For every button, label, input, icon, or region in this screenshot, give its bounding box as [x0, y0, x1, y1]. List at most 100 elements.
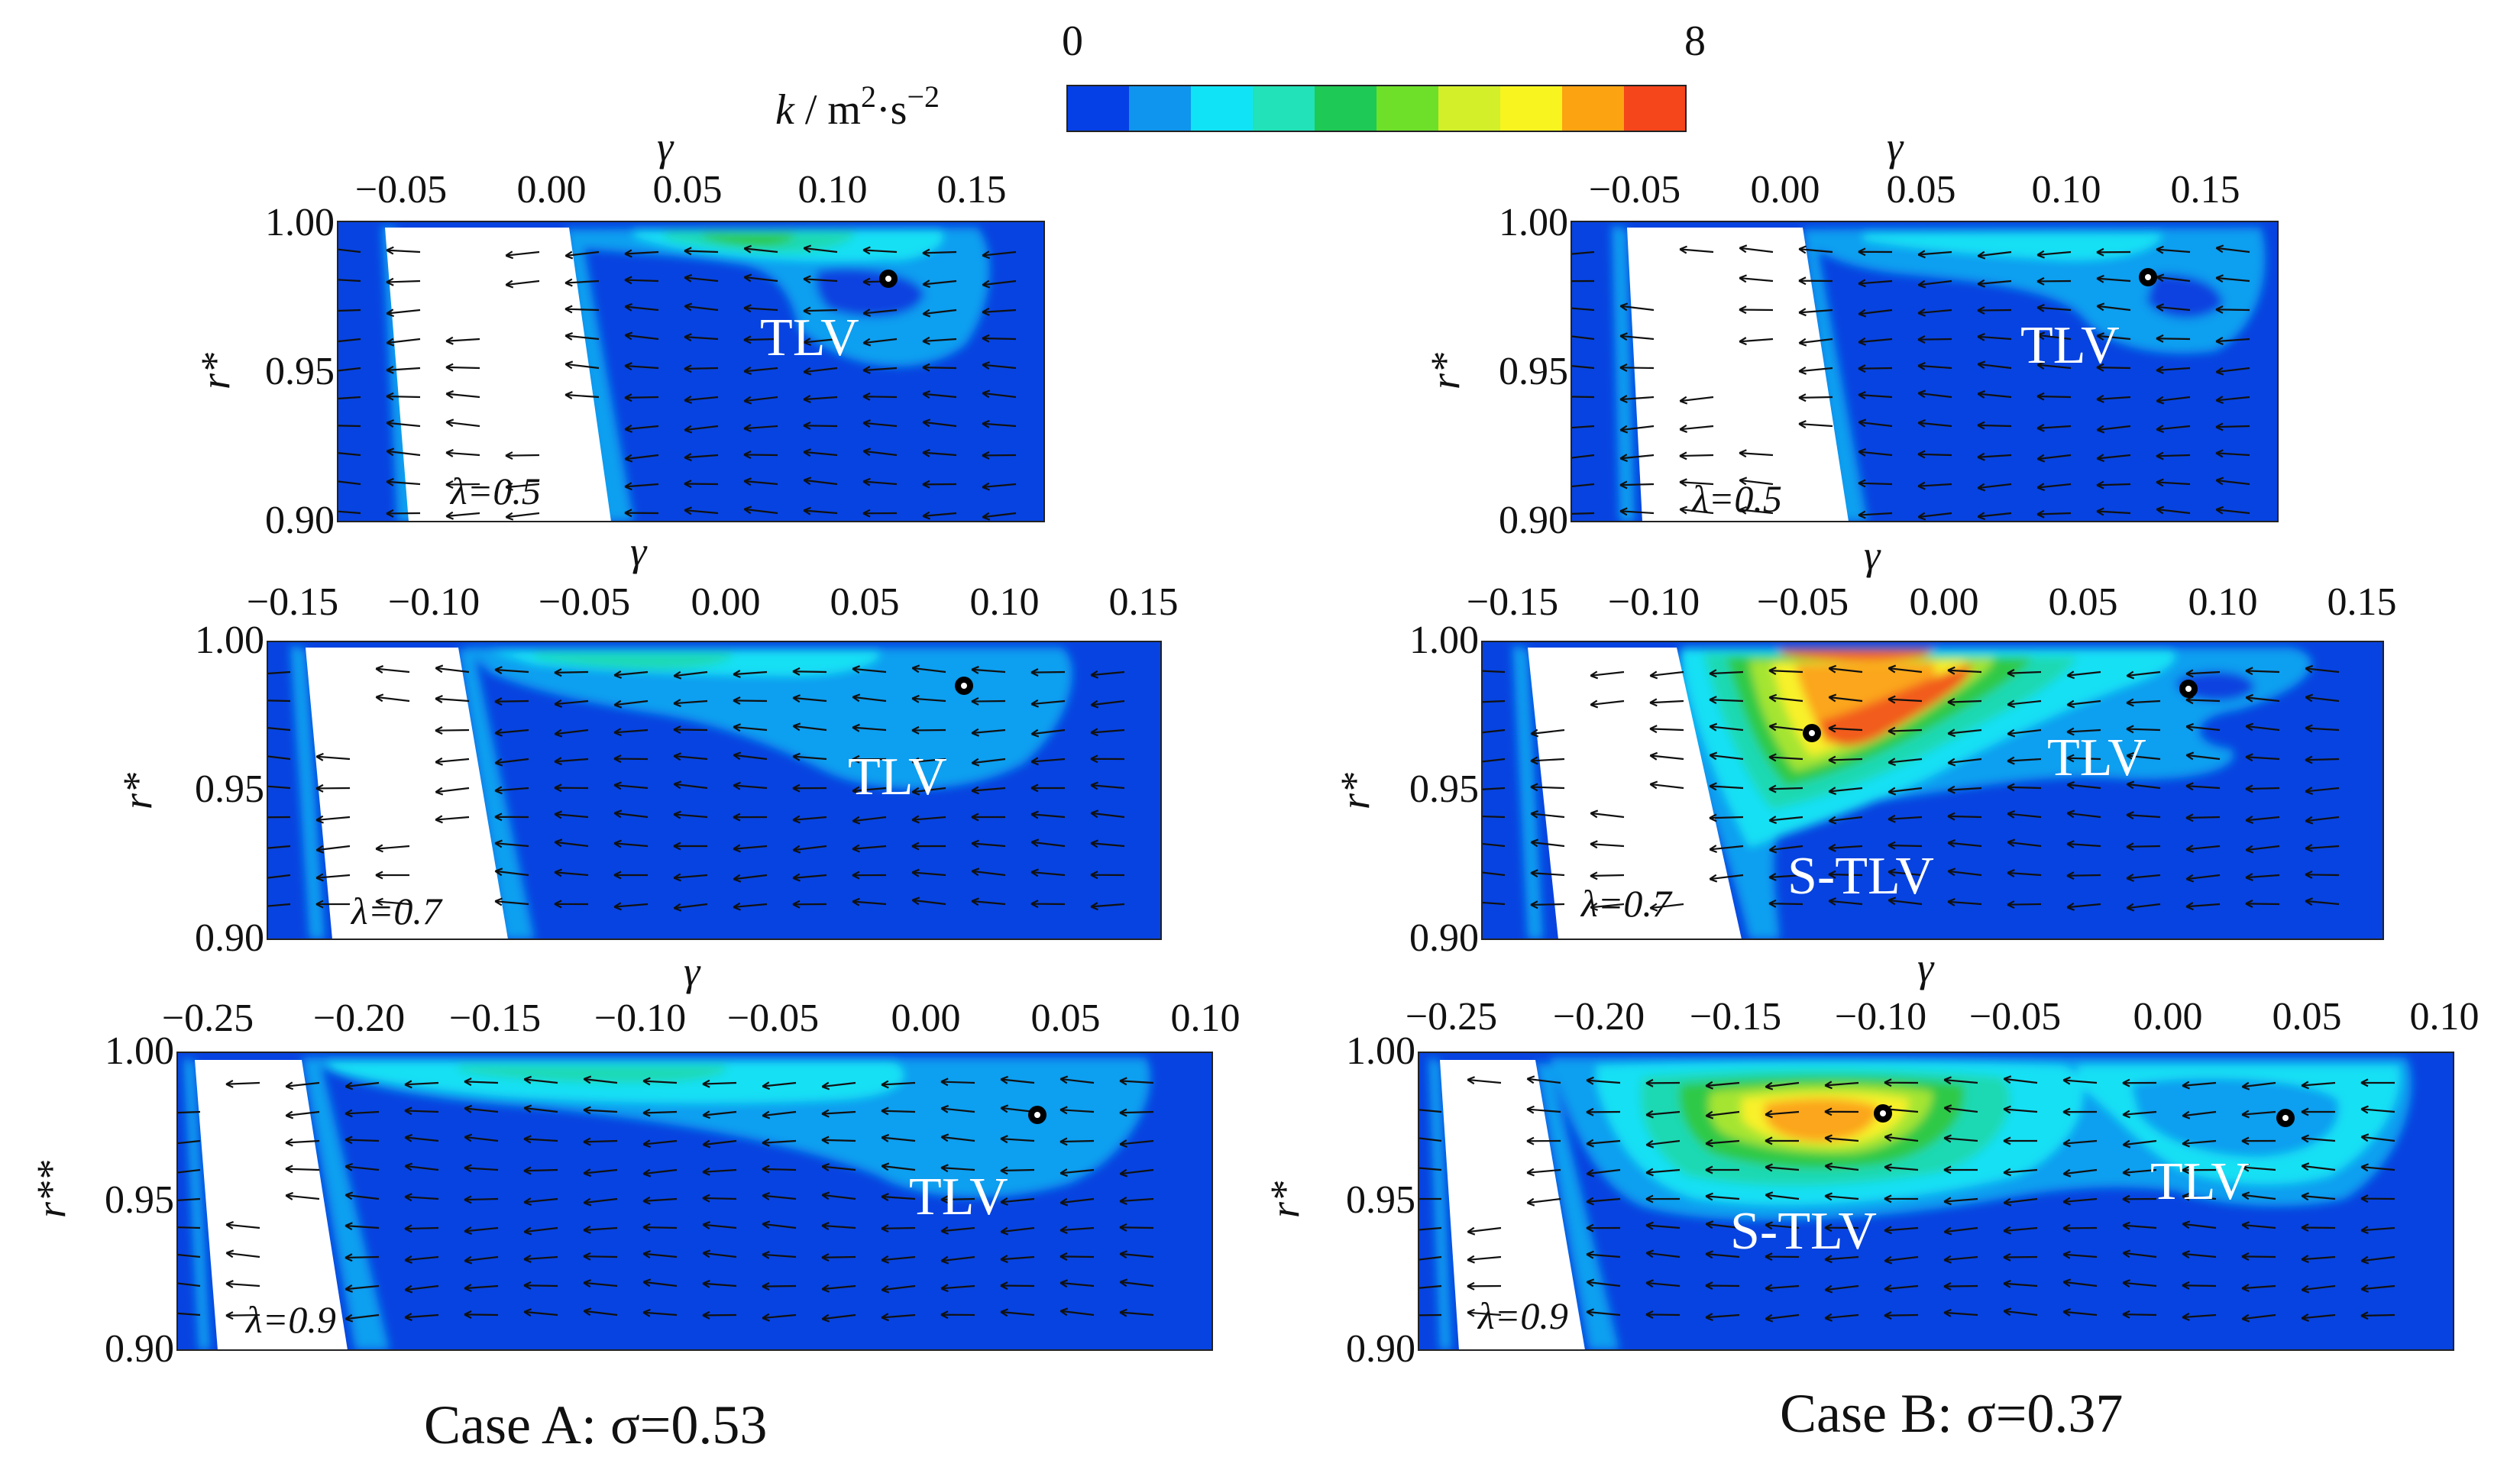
velocity-arrow: [1000, 1135, 1035, 1144]
y-tick-labels: 1.00 0.95 0.90: [1409, 619, 1479, 960]
velocity-arrow: [554, 783, 589, 793]
velocity-arrow: [435, 726, 470, 735]
velocity-arrow: [613, 809, 649, 819]
y-tick: 0.90: [105, 1327, 174, 1371]
velocity-arrow: [464, 1310, 499, 1319]
lambda-label: λ=0.7: [350, 890, 443, 932]
velocity-arrow: [2215, 337, 2250, 345]
panel-case-b-lambda-0-7: TLV S-TLV λ=0.7 γ r* −0.15 −0.10 −0.05 0…: [1332, 532, 2397, 960]
y-tick-labels: 1.00 0.95 0.90: [265, 201, 335, 542]
velocity-arrow: [1586, 1197, 1621, 1206]
velocity-arrow: [1619, 454, 1655, 463]
x-tick: 0.10: [2410, 995, 2480, 1039]
x-tick: 0.15: [1109, 580, 1179, 624]
velocity-arrow: [2126, 811, 2161, 820]
velocity-arrow: [386, 309, 421, 318]
velocity-arrow: [624, 482, 659, 491]
velocity-arrow: [2156, 506, 2191, 515]
velocity-arrow: [821, 1253, 856, 1262]
velocity-arrow: [1059, 1168, 1095, 1177]
velocity-arrow: [564, 331, 600, 341]
r-axis-label: r*: [1262, 1181, 1308, 1218]
velocity-arrow: [2066, 840, 2101, 849]
velocity-arrow: [2062, 1107, 2098, 1116]
velocity-arrow: [684, 453, 719, 462]
velocity-arrow: [862, 419, 898, 428]
x-tick: 0.05: [1031, 997, 1101, 1040]
velocity-arrow: [613, 699, 649, 709]
velocity-arrow: [2182, 1312, 2217, 1321]
velocity-arrow: [2003, 1226, 2038, 1235]
velocity-arrow: [338, 480, 361, 486]
velocity-vectors: [338, 244, 1017, 521]
velocity-arrow: [464, 1284, 499, 1293]
velocity-arrow: [494, 786, 529, 795]
velocity-arrow: [1645, 1279, 1681, 1288]
velocity-arrow: [1419, 1226, 1442, 1231]
velocity-arrow: [702, 1194, 737, 1203]
velocity-arrow: [2036, 276, 2072, 286]
velocity-arrow: [583, 1252, 618, 1261]
velocity-arrow: [2305, 897, 2340, 906]
velocity-arrow: [523, 1135, 558, 1144]
velocity-arrow: [702, 1079, 737, 1088]
velocity-arrow: [1709, 722, 1744, 732]
velocity-arrow: [2126, 698, 2161, 707]
panel-case-a-lambda-0-7: TLV λ=0.7 γ r* −0.15 −0.10 −0.05 0.00 0.…: [115, 528, 1179, 960]
lambda-label: λ=0.9: [1477, 1294, 1568, 1337]
velocity-arrow: [1645, 1139, 1681, 1149]
velocity-arrow: [1884, 1078, 1919, 1087]
velocity-arrow: [1739, 337, 1774, 346]
velocity-arrow: [1798, 308, 1833, 317]
velocity-arrow: [1977, 250, 2012, 260]
velocity-arrow: [1888, 841, 1923, 850]
velocity-arrow: [1090, 902, 1125, 911]
velocity-arrow: [803, 506, 838, 515]
velocity-arrow: [2241, 1081, 2276, 1090]
velocity-arrow: [1824, 1255, 1859, 1264]
tlv-label: TLV: [2150, 1152, 2250, 1211]
velocity-arrow: [1828, 870, 1863, 879]
colorbar-cell: [1129, 86, 1192, 131]
velocity-arrow: [177, 1139, 201, 1145]
velocity-arrow: [911, 868, 946, 877]
colorbar-cell: [1315, 86, 1377, 131]
velocity-arrow: [1884, 1255, 1919, 1265]
y-tick: 1.00: [1346, 1029, 1415, 1073]
velocity-arrow: [225, 1311, 260, 1320]
velocity-arrow: [1824, 1107, 1859, 1116]
velocity-arrow: [852, 844, 887, 853]
velocity-arrow: [1917, 308, 1952, 317]
colorbar-min-label: 0: [1062, 18, 1083, 65]
vortex-core-marker-center: [885, 276, 891, 282]
velocity-arrow: [1482, 842, 1506, 848]
velocity-arrow: [792, 815, 827, 824]
velocity-arrow: [881, 1107, 916, 1116]
velocity-arrow: [971, 786, 1006, 795]
velocity-arrow: [554, 900, 589, 909]
colorbar-cell: [1191, 86, 1254, 131]
velocity-arrow: [2215, 396, 2250, 405]
velocity-arrow: [862, 365, 898, 374]
plot-frame: [176, 1052, 1213, 1351]
velocity-arrow: [523, 1255, 558, 1263]
velocity-arrow: [267, 755, 291, 761]
velocity-arrow: [338, 396, 361, 400]
velocity-arrow: [852, 816, 887, 825]
velocity-arrow: [1943, 1282, 1978, 1291]
velocity-arrow: [743, 335, 778, 344]
velocity-arrow: [177, 1312, 201, 1317]
velocity-arrow: [1828, 897, 1863, 906]
velocity-arrow: [2036, 331, 2072, 341]
velocity-arrow: [940, 1164, 975, 1173]
velocity-arrow: [1467, 1255, 1502, 1264]
velocity-arrow: [564, 360, 600, 370]
colorbar-cell: [1624, 86, 1687, 131]
velocity-arrow: [494, 666, 529, 675]
velocity-arrow: [940, 1077, 975, 1087]
velocity-arrow: [684, 506, 719, 515]
contour-field: [290, 645, 1072, 939]
velocity-arrow: [2126, 751, 2161, 761]
velocity-arrow: [624, 362, 659, 371]
velocity-arrow: [2007, 900, 2042, 909]
